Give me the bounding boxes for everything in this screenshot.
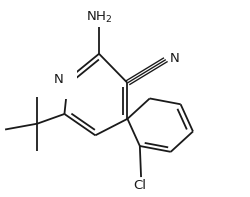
Text: N: N xyxy=(170,52,179,65)
Text: Cl: Cl xyxy=(133,179,146,192)
Text: NH$_2$: NH$_2$ xyxy=(86,10,112,25)
Text: N: N xyxy=(54,72,64,85)
